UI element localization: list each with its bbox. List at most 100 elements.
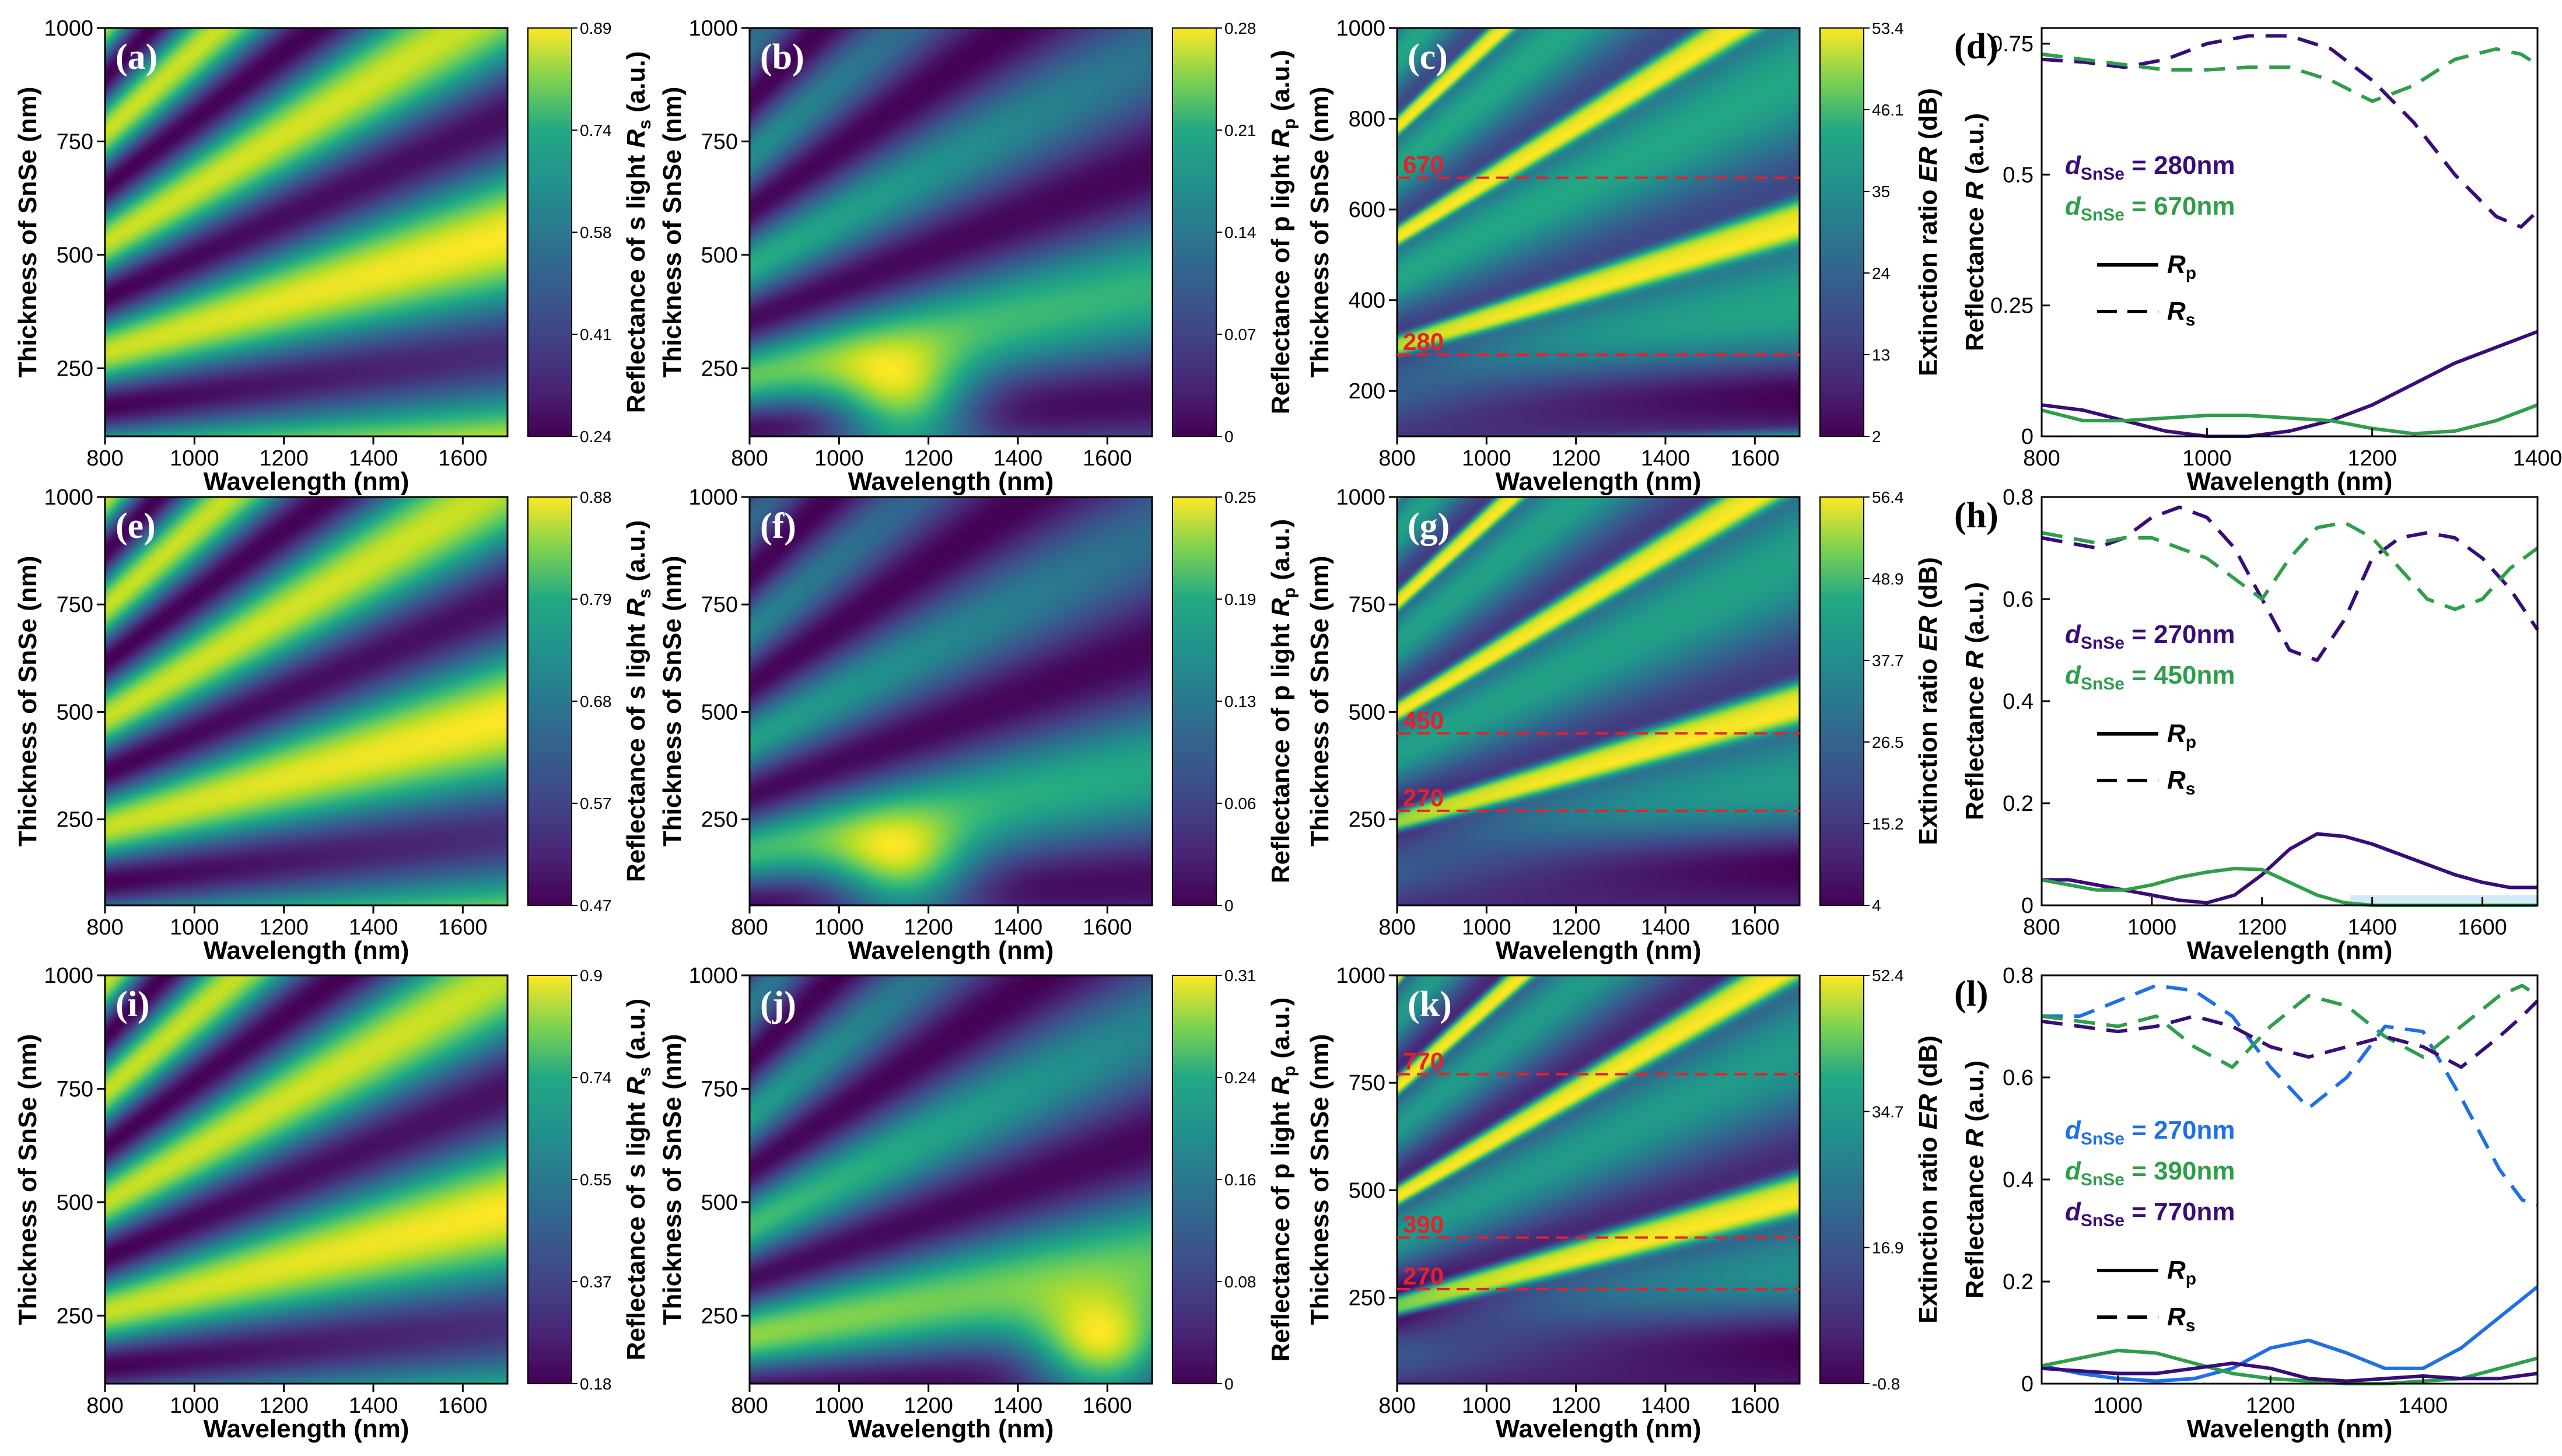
colorbar-label-sub: p [1280,587,1299,598]
x-axis-label: Wavelength (nm) [848,467,1054,496]
x-tick-label: 1600 [438,446,488,471]
colorbar-label: Extinction ratio ER (dB) [1914,88,1943,376]
colorbar-tick-label: 0.47 [580,897,612,915]
y-tick-label: 750 [57,1077,93,1101]
colorbar-tick-label: 0.08 [1224,1273,1256,1291]
legend-var: d [2065,1116,2081,1144]
series-line [2041,999,2539,1069]
plot-frame [104,496,509,907]
x-tick-label: 800 [1378,915,1415,940]
y-tick-label: 250 [1349,808,1385,832]
x-tick-label: 1400 [349,446,398,471]
panel-a: 800 1000 1200 1400 16002505007501000Waveleng… [13,16,654,496]
plot-frame [748,27,1153,438]
y-tick-label: 750 [1349,593,1385,617]
colorbar-tick-label: -0.8 [1872,1375,1900,1393]
x-tick-label: 1600 [1730,446,1780,471]
colorbar-tick-label: 0.37 [580,1273,612,1291]
colorbar-tick-label: 0.07 [1224,326,1256,344]
colorbar-label-main: Extinction ratio [1914,1129,1943,1323]
y-tick-label: 800 [1349,107,1385,132]
x-tick-label: 1200 [904,1394,953,1418]
x-tick-label: 1200 [259,1394,309,1418]
y-tick-label: 1000 [688,16,738,41]
series-line [2041,520,2539,611]
colorbar-label-var: R [622,1077,650,1096]
heatmap-image [1397,497,1800,905]
colorbar-label-main: Reflectance of s light [622,1096,650,1361]
colorbar-tick-label: 0.89 [580,19,612,37]
legend-var: d [2065,151,2081,180]
plot-bg [2042,497,2538,905]
y-tick-label: 0.2 [2003,792,2034,816]
panel-label: (j) [760,985,796,1024]
panel-label: (e) [116,506,156,546]
colorbar-tick-label: 0.41 [580,326,612,344]
x-tick-label: 800 [1378,446,1415,471]
colorbar-tick-label: 0 [1224,897,1234,915]
y-tick-label: 0.6 [2003,1066,2034,1090]
colorbar-tick-label: 0.55 [580,1171,612,1189]
x-tick-label: 1200 [2238,915,2287,940]
colorbar-tick-label: 0.06 [1224,794,1256,813]
colorbar-label: Reflectance of s light Rs (a.u.) [622,51,654,414]
colorbar-label-unit: (dB) [1914,1035,1943,1094]
marker-label-270: 270 [1403,784,1444,811]
colorbar-label: Reflectance of p light Rp (a.u.) [1266,519,1299,884]
colorbar [1819,27,1864,437]
colorbar-label-var: R [1266,598,1295,617]
marker-label-450: 450 [1403,706,1444,734]
plot-frame [1396,496,1801,907]
legend-style-label: Rs [2167,1303,2195,1335]
colorbar-tick-label: 35 [1872,183,1890,201]
y-tick-label: 400 [1349,289,1385,313]
colorbar-tick-label: 53.4 [1872,19,1904,37]
y-axis-label: Thickness of SnSe (nm) [13,87,42,378]
y-axis-label-var: R [1961,650,1989,669]
x-tick-label: 800 [731,1394,768,1418]
x-tick-label: 1400 [1641,1394,1690,1418]
colorbar [527,27,572,437]
colorbar-label-main: Reflectance of p light [1266,148,1295,414]
colorbar-label-var: R [1266,129,1295,148]
colorbar-tick-label: 46.1 [1872,101,1904,119]
marker-label-390: 390 [1403,1210,1444,1238]
y-tick-label: 250 [701,356,738,381]
x-tick-label: 1200 [1551,915,1601,940]
colorbar-label: Reflectance of s light Rs (a.u.) [622,520,654,883]
colorbar-tick-label: 0.16 [1224,1171,1256,1189]
y-tick-label: 0.6 [2003,587,2034,612]
y-axis-label-var: R [1961,1129,1989,1147]
x-tick-label: 1400 [993,915,1043,940]
colorbar-tick-label: 56.4 [1872,488,1904,506]
x-tick-label: 1600 [1730,1394,1780,1418]
y-tick-label: 500 [701,243,738,268]
colorbar-tick-label: 0.25 [1224,488,1256,506]
panel-label: (k) [1408,985,1452,1024]
colorbar-label-unit: (a.u.) [1266,519,1295,587]
colorbar-label-sub: p [1280,1066,1299,1076]
y-axis-label: Reflectance R (a.u.) [1961,113,1989,351]
y-axis-label: Reflectance R (a.u.) [1961,582,1989,820]
y-tick-label: 500 [57,1191,93,1215]
panel-d: 800 1000 1200 1400 0 0.25 0.5 0.75 Wavelength (n… [1954,27,2562,496]
colorbar-tick-label: 0.57 [580,794,612,813]
colorbar-tick-label: 0.24 [580,428,612,446]
colorbar-tick-label: 13 [1872,346,1890,364]
colorbar-label-unit: (a.u.) [622,520,650,589]
plot-frame [1396,27,1801,438]
y-axis-label: Thickness of SnSe (nm) [13,1034,42,1325]
x-tick-label: 1400 [1641,446,1690,471]
marker-label-770: 770 [1403,1047,1444,1074]
colorbar-label-unit: (a.u.) [622,999,650,1067]
y-axis-label: Thickness of SnSe (nm) [1306,1034,1334,1325]
x-tick-label: 800 [2023,446,2060,471]
x-tick-label: 1600 [438,915,488,940]
colorbar-label: Reflectance of p light Rp (a.u.) [1266,998,1299,1362]
legend-entry: dSnSe = 280nm [2065,151,2235,184]
x-tick-label: 1600 [1083,1394,1132,1418]
y-axis-label-main: Reflectance [1961,669,1989,820]
y-axis-label: Thickness of SnSe (nm) [13,556,42,847]
legend-style-sub: p [2186,733,2196,752]
panel-c: 800 1000 1200 1400 16002004006008001000Wavel… [1306,16,1943,496]
